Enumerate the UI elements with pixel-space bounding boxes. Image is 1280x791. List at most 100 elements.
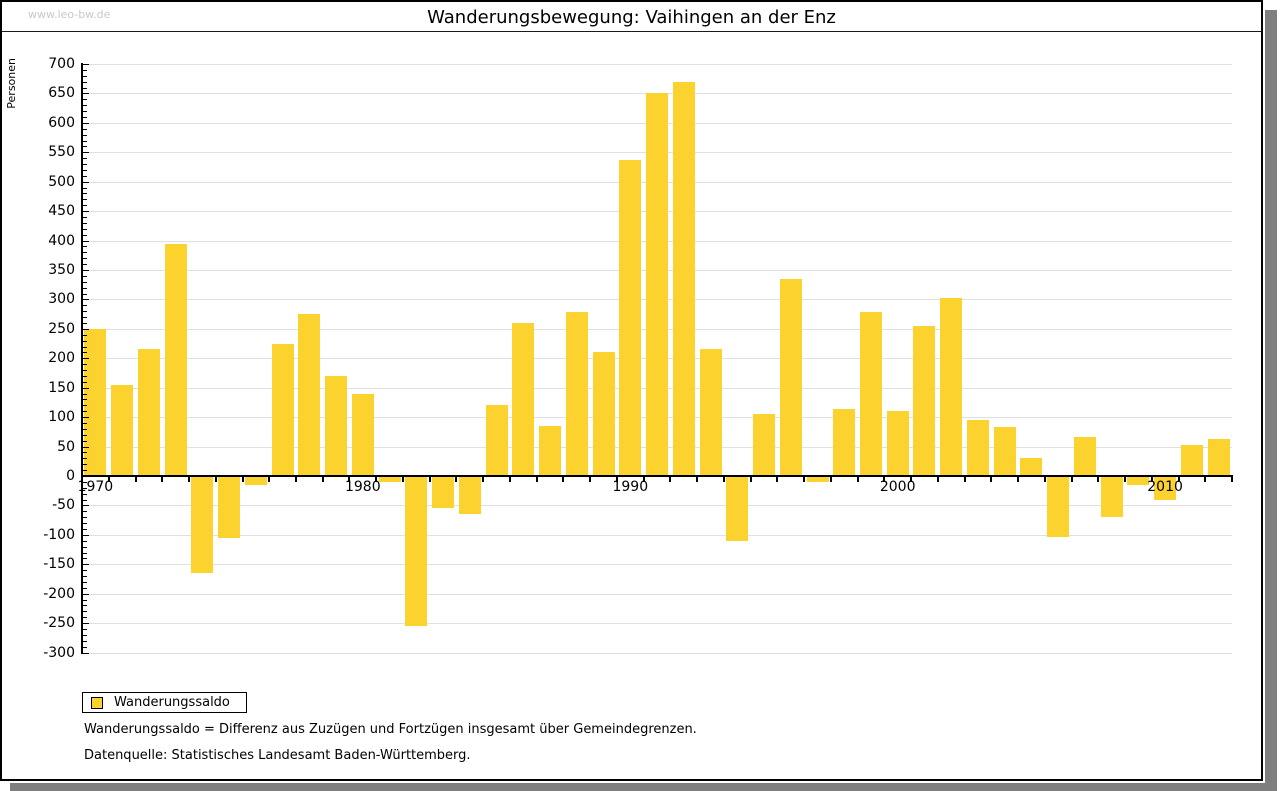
bar-1976 bbox=[244, 476, 267, 485]
y-minor-tick bbox=[83, 258, 87, 259]
y-major-tick bbox=[83, 358, 89, 359]
y-major-tick bbox=[83, 388, 89, 389]
x-tick bbox=[749, 476, 752, 482]
y-minor-tick bbox=[83, 582, 87, 583]
bar-1981 bbox=[378, 476, 401, 482]
y-minor-tick bbox=[83, 470, 87, 471]
y-gridline bbox=[82, 564, 1232, 565]
bar-2005 bbox=[1020, 458, 1043, 476]
x-tick bbox=[1204, 476, 1207, 482]
y-minor-tick bbox=[83, 617, 87, 618]
y-major-tick bbox=[83, 123, 89, 124]
bar-1980 bbox=[351, 394, 374, 476]
x-tick bbox=[883, 476, 886, 482]
y-minor-tick bbox=[83, 500, 87, 501]
y-minor-tick bbox=[83, 411, 87, 412]
x-tick bbox=[910, 476, 913, 482]
x-tick bbox=[508, 476, 511, 482]
bar-1977 bbox=[271, 344, 294, 476]
y-gridline bbox=[82, 623, 1232, 624]
x-tick bbox=[241, 476, 244, 482]
page-title: Wanderungsbewegung: Vaihingen an der Enz bbox=[427, 7, 836, 28]
y-major-tick bbox=[83, 329, 89, 330]
y-minor-tick bbox=[83, 494, 87, 495]
x-tick bbox=[562, 476, 565, 482]
y-minor-tick bbox=[83, 523, 87, 524]
bar-2006 bbox=[1047, 476, 1070, 537]
x-tick bbox=[1043, 476, 1046, 482]
y-minor-tick bbox=[83, 558, 87, 559]
y-minor-tick bbox=[83, 458, 87, 459]
y-axis-title: Personen bbox=[5, 58, 18, 109]
bar-1974 bbox=[191, 476, 214, 573]
y-minor-tick bbox=[83, 435, 87, 436]
y-tick-label: -300 bbox=[43, 645, 75, 661]
y-minor-tick bbox=[83, 170, 87, 171]
x-tick bbox=[963, 476, 966, 482]
y-minor-tick bbox=[83, 635, 87, 636]
y-minor-tick bbox=[83, 205, 87, 206]
y-major-tick bbox=[83, 535, 89, 536]
bar-2008 bbox=[1100, 476, 1123, 517]
bar-2011 bbox=[1180, 445, 1203, 476]
bar-2002 bbox=[940, 298, 963, 476]
bar-1995 bbox=[753, 414, 775, 476]
x-tick bbox=[803, 476, 806, 482]
y-major-tick bbox=[83, 505, 89, 506]
y-major-tick bbox=[83, 241, 89, 242]
x-tick bbox=[188, 476, 190, 482]
bar-2012 bbox=[1207, 439, 1230, 476]
y-tick-label: -200 bbox=[43, 586, 75, 602]
y-minor-tick bbox=[83, 252, 87, 253]
y-minor-tick bbox=[83, 146, 87, 147]
bar-1983 bbox=[432, 476, 454, 508]
y-major-tick bbox=[83, 182, 89, 183]
bar-1982 bbox=[405, 476, 428, 626]
y-axis-line bbox=[81, 63, 83, 654]
y-major-tick bbox=[83, 594, 89, 595]
y-minor-tick bbox=[83, 482, 87, 483]
y-gridline bbox=[82, 505, 1232, 506]
y-minor-tick bbox=[83, 229, 87, 230]
y-minor-tick bbox=[83, 347, 87, 348]
x-tick bbox=[81, 476, 83, 482]
y-major-tick bbox=[83, 299, 89, 300]
x-tick bbox=[1017, 476, 1019, 482]
y-minor-tick bbox=[83, 376, 87, 377]
y-minor-tick bbox=[83, 129, 87, 130]
y-minor-tick bbox=[83, 235, 87, 236]
x-tick bbox=[1231, 476, 1233, 482]
y-minor-tick bbox=[83, 193, 87, 194]
x-tick bbox=[134, 476, 137, 482]
bar-1979 bbox=[325, 376, 348, 476]
y-minor-tick bbox=[83, 352, 87, 353]
x-tick bbox=[321, 476, 324, 482]
bar-1999 bbox=[860, 312, 882, 476]
y-minor-tick bbox=[83, 117, 87, 118]
x-tick bbox=[990, 476, 993, 482]
x-tick bbox=[1124, 476, 1126, 482]
bar-1993 bbox=[699, 349, 722, 476]
y-major-tick bbox=[83, 476, 89, 477]
y-minor-tick bbox=[83, 611, 87, 612]
y-major-tick bbox=[83, 270, 89, 271]
y-minor-tick bbox=[83, 405, 87, 406]
bar-1992 bbox=[672, 82, 695, 476]
y-minor-tick bbox=[83, 276, 87, 277]
y-minor-tick bbox=[83, 99, 87, 100]
y-minor-tick bbox=[83, 288, 87, 289]
x-tick bbox=[375, 476, 378, 482]
y-minor-tick bbox=[83, 541, 87, 542]
y-minor-tick bbox=[83, 82, 87, 83]
x-tick bbox=[161, 476, 164, 482]
y-minor-tick bbox=[83, 394, 87, 395]
bar-1978 bbox=[298, 314, 321, 476]
bar-1971 bbox=[111, 385, 134, 476]
x-tick bbox=[589, 476, 592, 482]
y-major-tick bbox=[83, 653, 89, 654]
y-minor-tick bbox=[83, 199, 87, 200]
chart-plot-area: 700 650 600 550 500 450 400 350 300 250 200 150 100 5… bbox=[2, 2, 1261, 779]
bar-1996 bbox=[779, 279, 802, 476]
bar-1975 bbox=[218, 476, 241, 538]
x-tick bbox=[455, 476, 458, 482]
